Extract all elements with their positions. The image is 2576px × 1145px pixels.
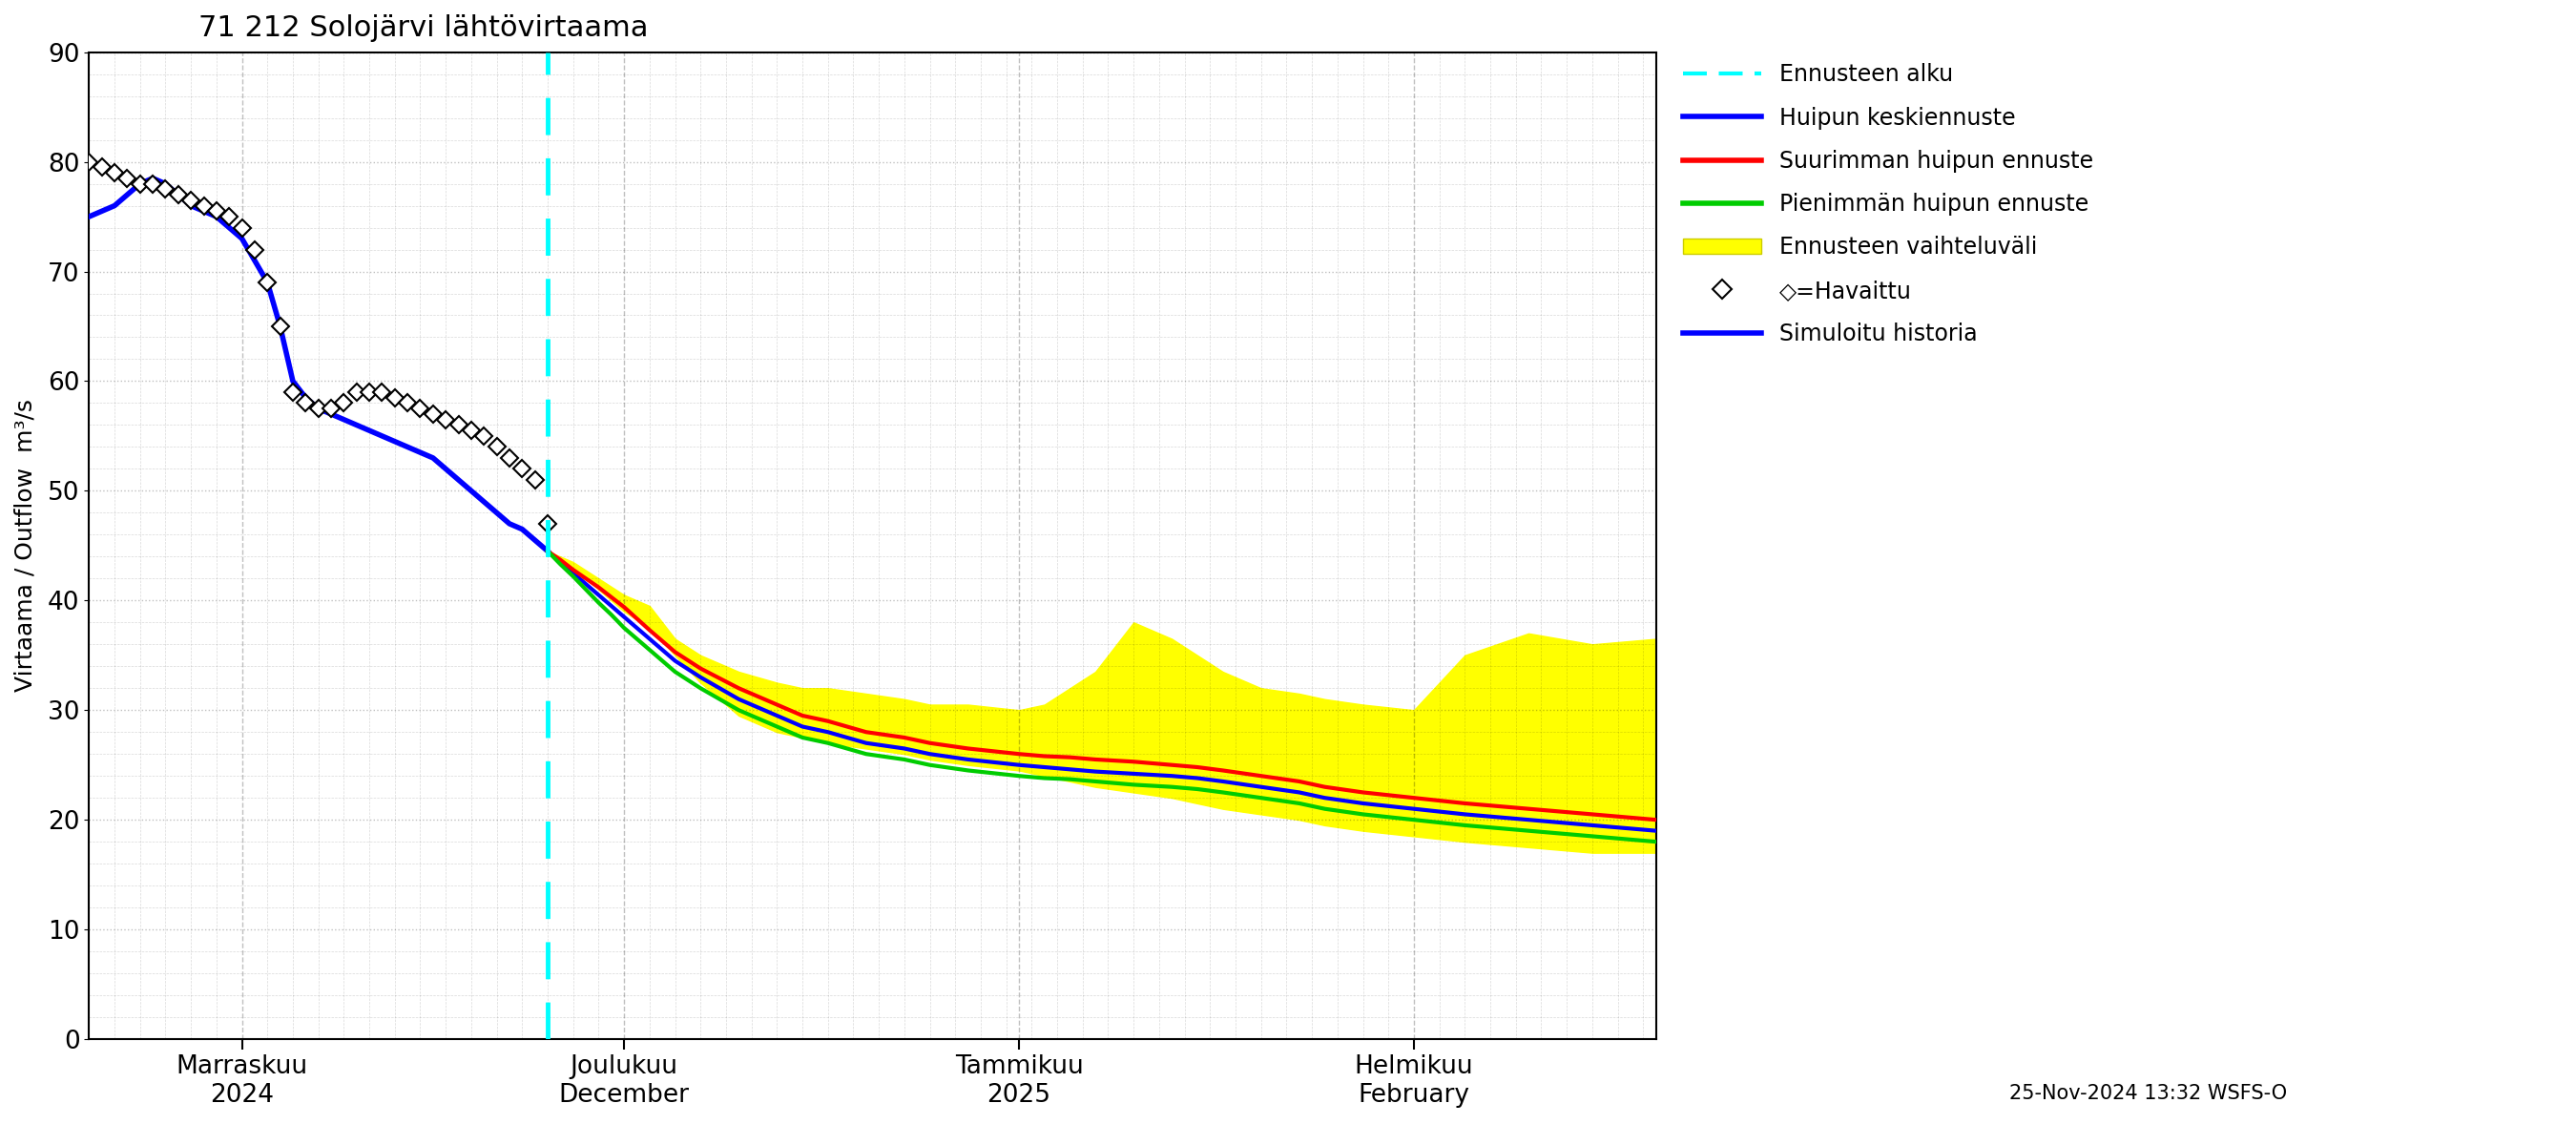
Text: 25-Nov-2024 13:32 WSFS-O: 25-Nov-2024 13:32 WSFS-O <box>2009 1084 2287 1103</box>
Text: 71 212 Solojärvi lähtövirtaama: 71 212 Solojärvi lähtövirtaama <box>198 14 649 42</box>
Legend: Ennusteen alku, Huipun keskiennuste, Suurimman huipun ennuste, Pienimmän huipun : Ennusteen alku, Huipun keskiennuste, Suu… <box>1682 63 2094 346</box>
Y-axis label: Virtaama / Outflow  m³/s: Virtaama / Outflow m³/s <box>15 400 36 692</box>
